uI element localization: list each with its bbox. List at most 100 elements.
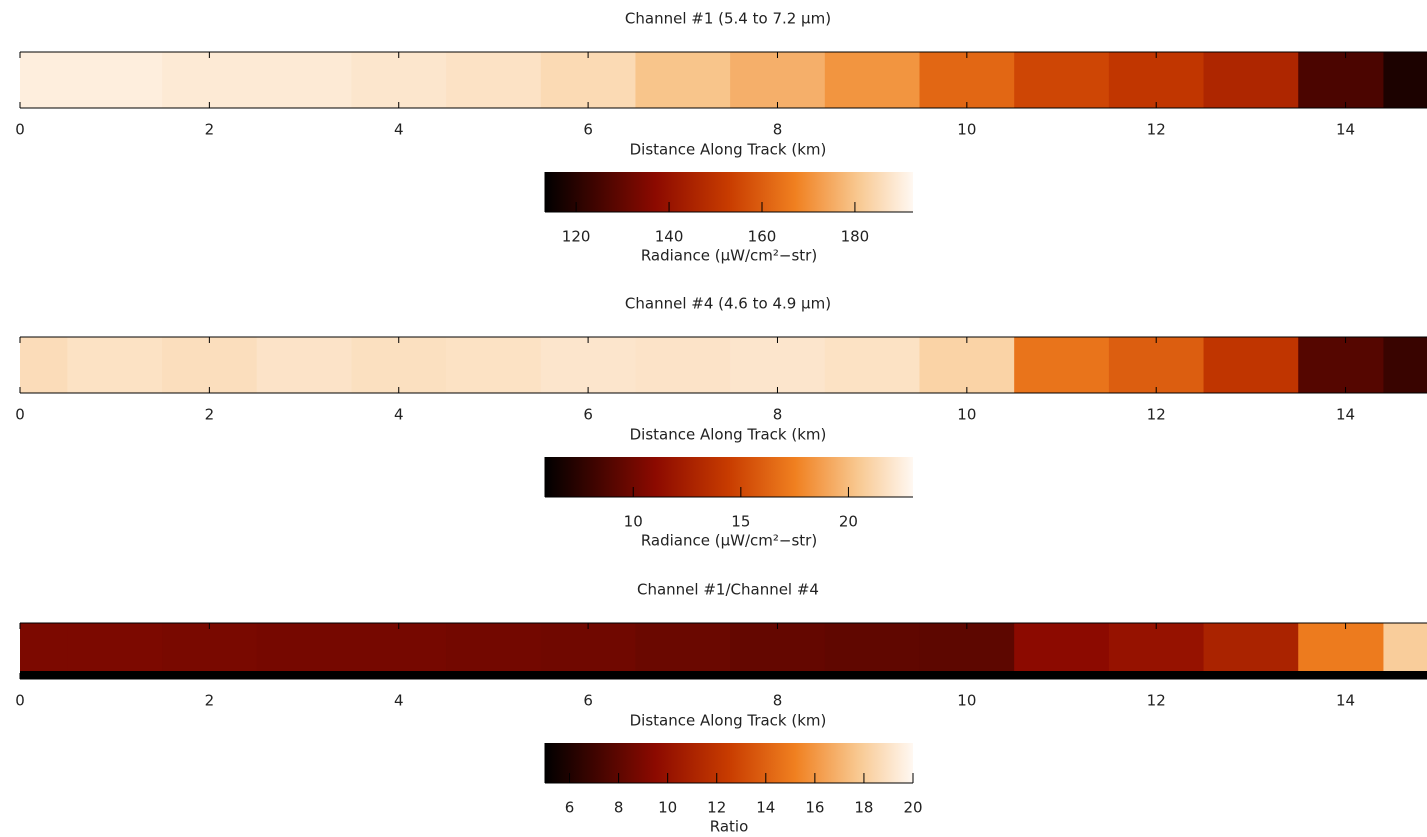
strip-cell xyxy=(1204,623,1299,679)
strip-cell xyxy=(162,52,257,108)
strip-cell xyxy=(825,337,920,393)
x-tick-label: 10 xyxy=(957,121,976,139)
colorbar-tick-label: 20 xyxy=(839,513,858,531)
colorbar-tick-label: 18 xyxy=(854,799,873,817)
strip-cell xyxy=(825,52,920,108)
x-tick-label: 2 xyxy=(205,692,215,710)
x-tick-label: 4 xyxy=(394,121,404,139)
strip-cell xyxy=(1383,337,1427,393)
colorbar xyxy=(545,743,913,783)
colorbar-tick-label: 16 xyxy=(805,799,824,817)
x-tick-label: 12 xyxy=(1147,692,1166,710)
strip-cell xyxy=(67,337,162,393)
x-axis-label: Distance Along Track (km) xyxy=(630,141,827,159)
x-tick-label: 8 xyxy=(773,692,783,710)
panel-title: Channel #1 (5.4 to 7.2 μm) xyxy=(625,10,831,28)
strip-cell xyxy=(1383,623,1427,679)
strip-cell xyxy=(919,337,1014,393)
strip-cell xyxy=(1298,52,1384,108)
strip-cell xyxy=(541,623,636,679)
strip-cell xyxy=(1014,623,1109,679)
panel-title: Channel #4 (4.6 to 4.9 μm) xyxy=(625,295,831,313)
x-tick-label: 0 xyxy=(15,692,25,710)
strip-cell xyxy=(919,623,1014,679)
colorbar-tick-label: 12 xyxy=(707,799,726,817)
figure: Channel #1 (5.4 to 7.2 μm) 0 2 4 6 8 10 12 14 Dis… xyxy=(0,0,1427,837)
strip-cell xyxy=(730,52,825,108)
colorbar-label: Radiance (μW/cm²−str) xyxy=(641,532,817,550)
x-tick-label: 14 xyxy=(1336,121,1355,139)
strip-cell xyxy=(446,52,541,108)
strip-cell xyxy=(1014,52,1109,108)
x-tick-label: 8 xyxy=(773,406,783,424)
strip-cell xyxy=(1109,52,1204,108)
strip-cell xyxy=(257,623,352,679)
colorbar-tick-label: 6 xyxy=(565,799,575,817)
colorbar-tick-label: 120 xyxy=(562,228,591,246)
x-tick-label: 14 xyxy=(1336,692,1355,710)
x-tick-label: 0 xyxy=(15,121,25,139)
strip-cell xyxy=(446,623,541,679)
strip-cell xyxy=(730,623,825,679)
strip-cell xyxy=(1383,52,1427,108)
colorbar-tick-label: 180 xyxy=(841,228,870,246)
x-tick-label: 6 xyxy=(583,692,593,710)
colorbar-tick-label: 160 xyxy=(748,228,777,246)
x-axis-label: Distance Along Track (km) xyxy=(630,426,827,444)
colorbar-tick-label: 10 xyxy=(658,799,677,817)
strip-cell xyxy=(20,623,68,679)
strip-cell xyxy=(257,52,352,108)
strip-cell xyxy=(1204,337,1299,393)
strip-cell xyxy=(20,52,68,108)
strip-cell xyxy=(1204,52,1299,108)
bottom-band xyxy=(20,671,1427,679)
strip-cell xyxy=(1014,337,1109,393)
strip-cell xyxy=(351,52,446,108)
strip-cell xyxy=(541,52,636,108)
colorbar-tick-label: 14 xyxy=(756,799,775,817)
strip-cell xyxy=(67,623,162,679)
panel-title: Channel #1/Channel #4 xyxy=(637,581,819,599)
strip-cell xyxy=(351,623,446,679)
x-tick-label: 10 xyxy=(957,692,976,710)
x-tick-label: 10 xyxy=(957,406,976,424)
x-axis-label: Distance Along Track (km) xyxy=(630,712,827,730)
strip-cell xyxy=(541,337,636,393)
colorbar xyxy=(545,457,913,497)
x-tick-label: 6 xyxy=(583,121,593,139)
strip-cell xyxy=(162,337,257,393)
strip-cell xyxy=(257,337,352,393)
colorbar-label: Ratio xyxy=(710,818,749,836)
x-tick-label: 8 xyxy=(773,121,783,139)
strip-cell xyxy=(162,623,257,679)
x-tick-label: 2 xyxy=(205,121,215,139)
strip-cell xyxy=(20,337,68,393)
strip-cell xyxy=(1109,623,1204,679)
colorbar-tick-label: 10 xyxy=(624,513,643,531)
x-tick-label: 0 xyxy=(15,406,25,424)
colorbar-tick-label: 8 xyxy=(614,799,624,817)
strip-cell xyxy=(1298,623,1384,679)
x-tick-label: 2 xyxy=(205,406,215,424)
x-tick-label: 14 xyxy=(1336,406,1355,424)
colorbar-tick-label: 15 xyxy=(731,513,750,531)
strip-cell xyxy=(1109,337,1204,393)
colorbar-tick-label: 20 xyxy=(903,799,922,817)
strip-cell xyxy=(919,52,1014,108)
colorbar xyxy=(545,172,913,212)
colorbar-label: Radiance (μW/cm²−str) xyxy=(641,247,817,265)
strip-cell xyxy=(446,337,541,393)
colorbar-tick-label: 140 xyxy=(655,228,684,246)
x-tick-label: 12 xyxy=(1147,121,1166,139)
x-tick-label: 4 xyxy=(394,692,404,710)
strip-cell xyxy=(351,337,446,393)
x-tick-label: 12 xyxy=(1147,406,1166,424)
strip-cell xyxy=(1298,337,1384,393)
x-tick-label: 4 xyxy=(394,406,404,424)
strip-cell xyxy=(825,623,920,679)
strip-cell xyxy=(635,52,730,108)
strip-cell xyxy=(635,337,730,393)
strip-cell xyxy=(67,52,162,108)
strip-cell xyxy=(730,337,825,393)
x-tick-label: 6 xyxy=(583,406,593,424)
